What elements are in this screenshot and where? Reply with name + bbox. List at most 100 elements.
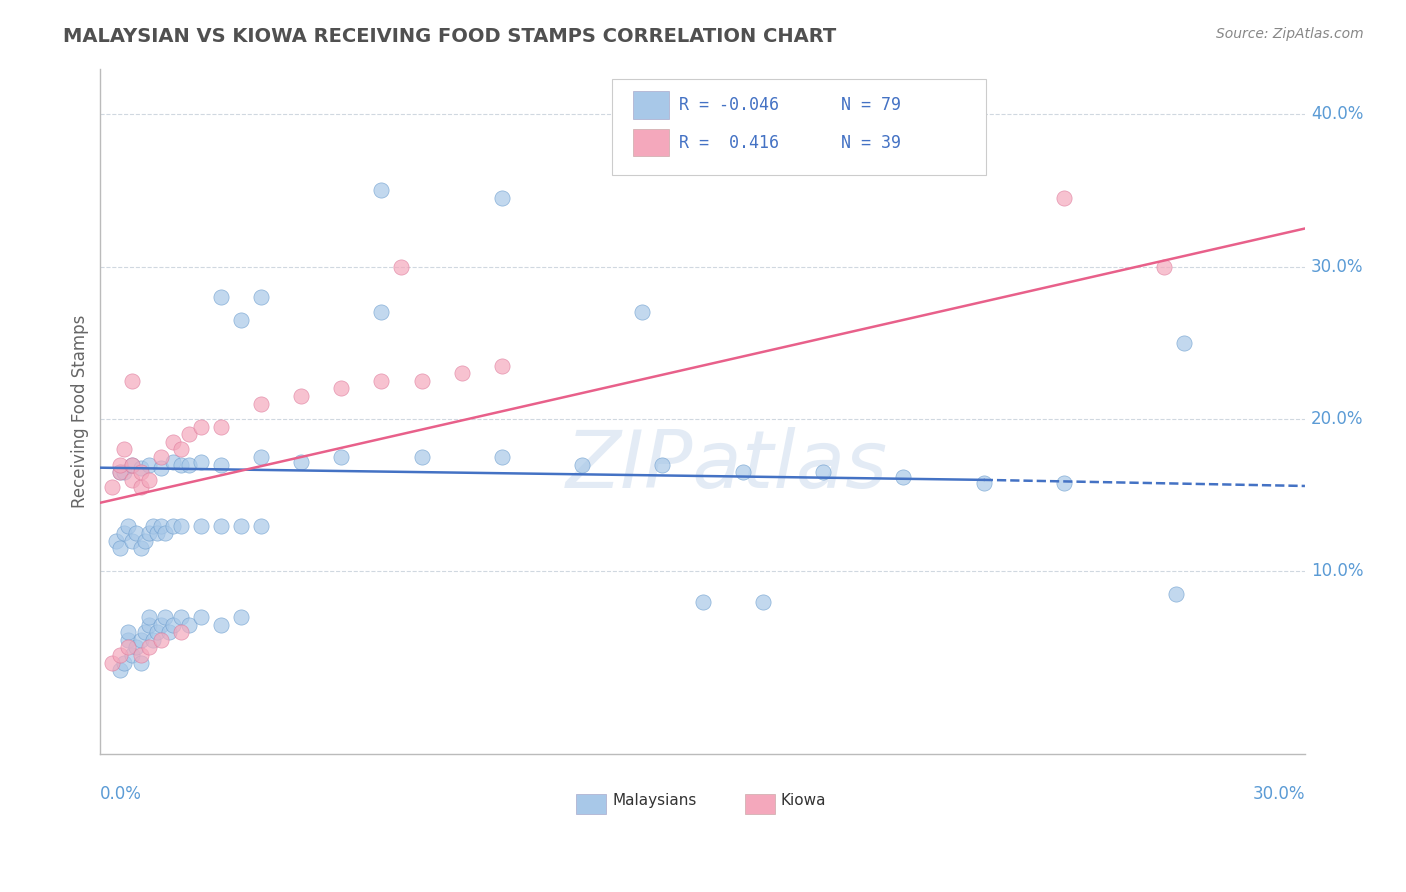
Text: 40.0%: 40.0% xyxy=(1310,105,1364,123)
Point xyxy=(190,454,212,468)
Point xyxy=(411,450,433,464)
Point xyxy=(149,518,172,533)
Point xyxy=(893,470,915,484)
Point xyxy=(330,381,353,395)
Point xyxy=(138,526,160,541)
Point xyxy=(138,458,160,472)
Point xyxy=(229,610,252,624)
Point xyxy=(114,526,136,541)
Point xyxy=(250,450,273,464)
Point xyxy=(370,374,392,388)
Point xyxy=(162,518,184,533)
Point xyxy=(110,465,132,479)
Y-axis label: Receiving Food Stamps: Receiving Food Stamps xyxy=(72,315,89,508)
Text: Malaysians: Malaysians xyxy=(612,793,696,808)
Point xyxy=(1173,335,1195,350)
FancyBboxPatch shape xyxy=(576,794,606,814)
Point xyxy=(491,359,513,373)
Point xyxy=(209,290,232,304)
Text: N = 39: N = 39 xyxy=(841,134,901,152)
Point xyxy=(101,481,124,495)
Point xyxy=(121,473,143,487)
Point xyxy=(169,458,191,472)
Point xyxy=(330,450,353,464)
Point xyxy=(290,389,312,403)
Point xyxy=(250,290,273,304)
Text: ZIPatlas: ZIPatlas xyxy=(565,427,887,505)
Point xyxy=(973,475,995,490)
Text: R =  0.416: R = 0.416 xyxy=(679,134,779,152)
Point xyxy=(450,366,472,380)
Point xyxy=(138,610,160,624)
Point xyxy=(250,397,273,411)
Point xyxy=(121,374,143,388)
Point xyxy=(129,632,152,647)
Point xyxy=(110,648,132,662)
Point xyxy=(121,458,143,472)
Point xyxy=(105,533,128,548)
Point xyxy=(145,526,167,541)
Point xyxy=(370,183,392,197)
Point xyxy=(125,526,148,541)
Point xyxy=(177,458,200,472)
Point xyxy=(370,305,392,319)
Point xyxy=(229,313,252,327)
Point xyxy=(138,640,160,655)
Point xyxy=(121,648,143,662)
Point xyxy=(177,617,200,632)
Point xyxy=(110,541,132,556)
Text: 10.0%: 10.0% xyxy=(1310,562,1364,581)
Point xyxy=(169,610,191,624)
Point xyxy=(129,465,152,479)
Point xyxy=(491,450,513,464)
Text: 20.0%: 20.0% xyxy=(1310,410,1364,428)
Text: N = 79: N = 79 xyxy=(841,95,901,114)
Point xyxy=(149,632,172,647)
Point xyxy=(129,460,152,475)
Point xyxy=(162,617,184,632)
Point xyxy=(190,419,212,434)
Point xyxy=(411,374,433,388)
Point xyxy=(149,450,172,464)
Point xyxy=(149,617,172,632)
Point xyxy=(731,465,754,479)
Point xyxy=(149,460,172,475)
Text: MALAYSIAN VS KIOWA RECEIVING FOOD STAMPS CORRELATION CHART: MALAYSIAN VS KIOWA RECEIVING FOOD STAMPS… xyxy=(63,27,837,45)
Point xyxy=(157,625,180,640)
Point xyxy=(121,533,143,548)
Point xyxy=(169,518,191,533)
FancyBboxPatch shape xyxy=(612,78,986,175)
Point xyxy=(190,518,212,533)
Point xyxy=(110,465,132,479)
Point xyxy=(169,625,191,640)
Point xyxy=(129,656,152,670)
Text: 0.0%: 0.0% xyxy=(100,785,142,803)
Point xyxy=(391,260,413,274)
Text: R = -0.046: R = -0.046 xyxy=(679,95,779,114)
Point xyxy=(153,526,176,541)
Point xyxy=(110,663,132,677)
Point xyxy=(811,465,834,479)
Point xyxy=(134,625,156,640)
Point xyxy=(1053,191,1076,205)
Point xyxy=(141,632,163,647)
Point xyxy=(169,442,191,457)
Point xyxy=(134,533,156,548)
FancyBboxPatch shape xyxy=(745,794,775,814)
Point xyxy=(692,595,714,609)
Point xyxy=(114,465,136,479)
Point xyxy=(491,191,513,205)
Point xyxy=(129,541,152,556)
Point xyxy=(1153,260,1175,274)
Point xyxy=(631,305,654,319)
Text: Kiowa: Kiowa xyxy=(780,793,827,808)
Point xyxy=(209,617,232,632)
Point xyxy=(125,640,148,655)
Point xyxy=(162,454,184,468)
Point xyxy=(117,640,139,655)
Point xyxy=(101,656,124,670)
Point xyxy=(290,454,312,468)
FancyBboxPatch shape xyxy=(633,91,669,119)
Point xyxy=(209,419,232,434)
Point xyxy=(229,518,252,533)
